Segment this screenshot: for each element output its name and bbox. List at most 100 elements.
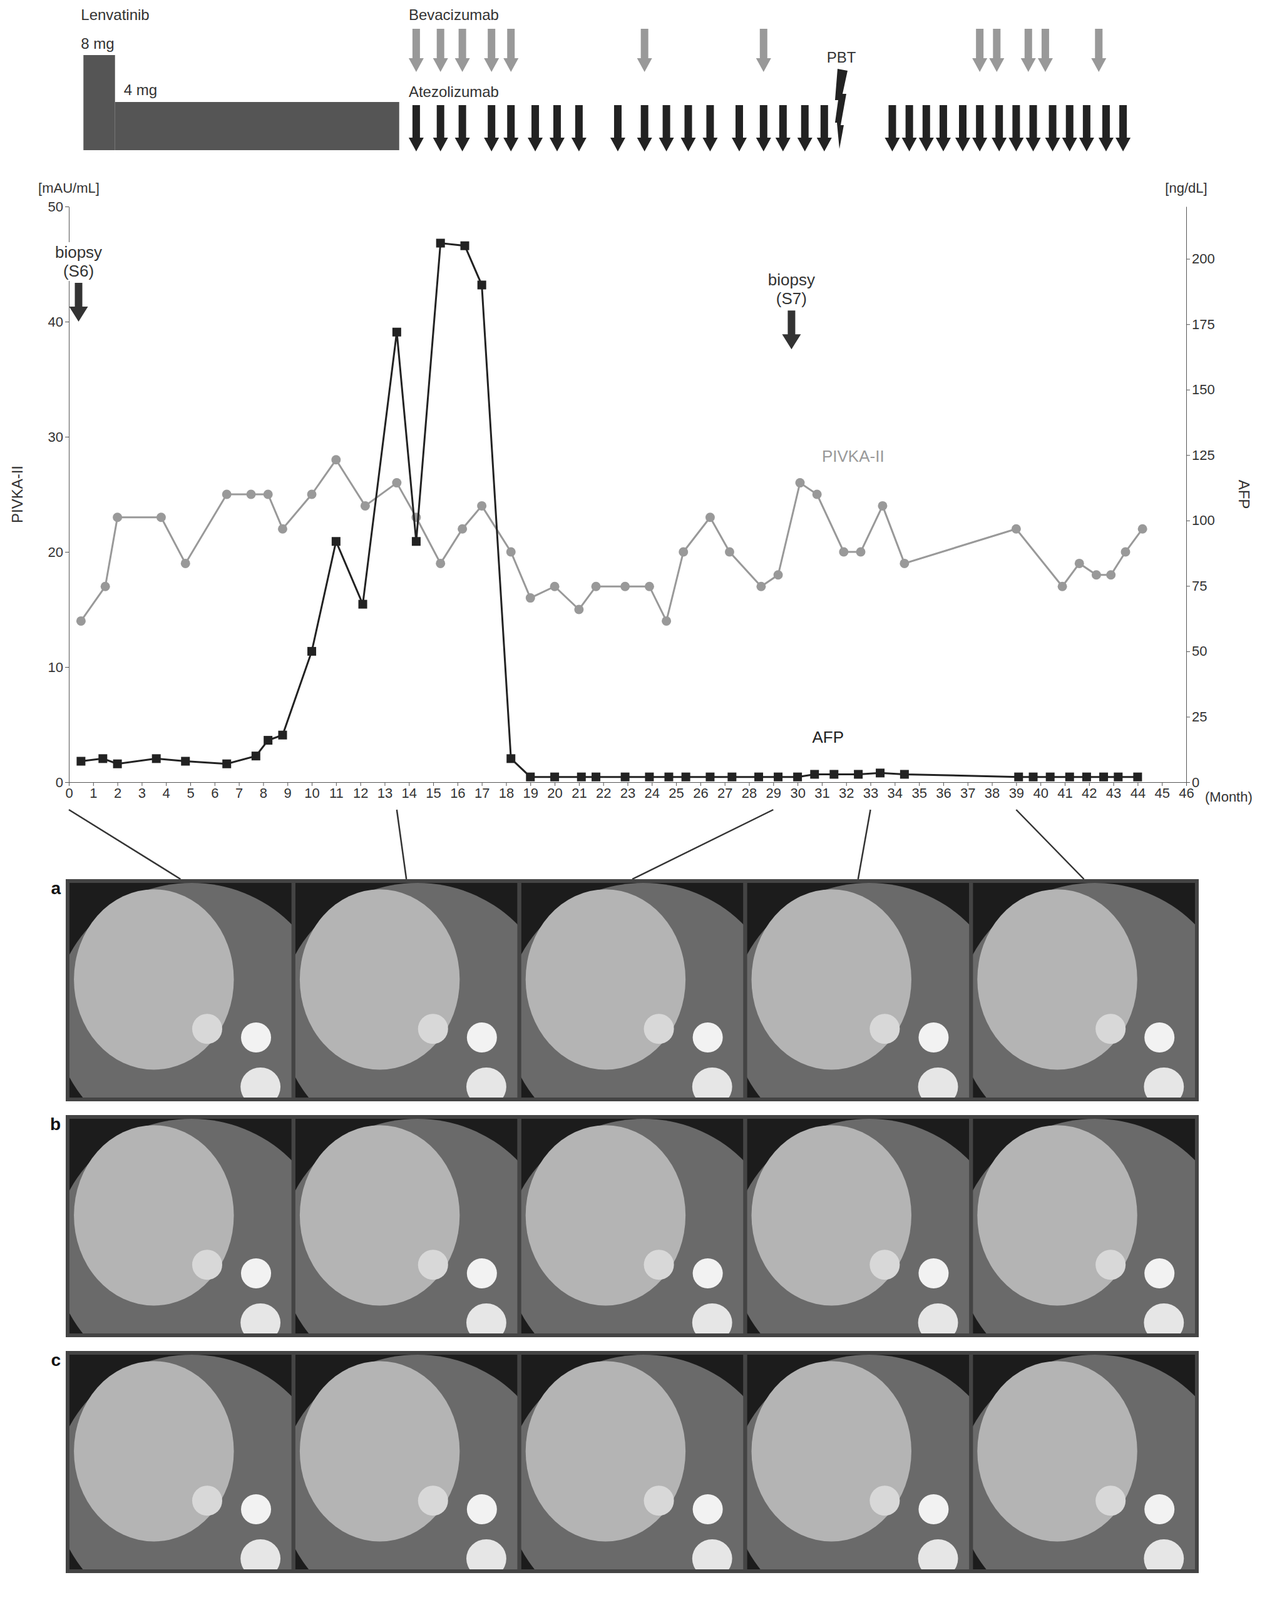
- data-point: [812, 490, 822, 500]
- tick-mark: [1186, 520, 1190, 522]
- x-tick: 17: [474, 782, 490, 802]
- ct-aorta: [466, 1258, 498, 1289]
- data-point: [251, 751, 261, 761]
- tick-label: 31: [814, 785, 830, 802]
- dose-arrow: [527, 105, 543, 152]
- series-label: AFP: [811, 728, 844, 747]
- tick-label: 20: [48, 544, 64, 561]
- dose-arrow: [659, 105, 675, 152]
- data-point: [853, 769, 863, 779]
- data-point: [307, 490, 317, 500]
- annotation-arrow: [781, 310, 801, 350]
- x-tick: 37: [960, 782, 976, 802]
- dose-arrow: [1045, 105, 1061, 152]
- tick-label: 41: [1057, 785, 1073, 802]
- data-point: [550, 773, 559, 782]
- y-axis: 01020304050: [48, 199, 70, 791]
- connector-line: [632, 810, 774, 880]
- x-tick: 14: [401, 782, 417, 802]
- ct-spine: [918, 1539, 959, 1570]
- tick-mark: [65, 667, 69, 668]
- tick-label: 5: [186, 785, 195, 802]
- x-tick: 6: [210, 782, 219, 802]
- x-tick: 18: [498, 782, 514, 802]
- x-tick: 29: [766, 782, 782, 802]
- ct-vessel: [1095, 1486, 1126, 1517]
- tick-label: 44: [1130, 785, 1146, 802]
- annotation-arrow: [69, 282, 89, 322]
- ct-liver: [525, 1361, 686, 1542]
- tick-label: 10: [304, 785, 320, 802]
- data-point: [525, 773, 535, 782]
- tick-label: 10: [48, 659, 64, 676]
- data-point: [591, 773, 601, 782]
- annotation-text: biopsy: [768, 270, 816, 290]
- data-point: [574, 605, 584, 615]
- x-tick: 25: [668, 782, 684, 802]
- tick-label: 32: [838, 785, 854, 802]
- dose-arrow: [731, 105, 747, 152]
- data-point: [76, 757, 86, 767]
- data-point: [506, 547, 516, 558]
- ct-aorta: [692, 1494, 723, 1525]
- data-point: [754, 773, 764, 782]
- ct-image: [972, 883, 1195, 1098]
- data-point: [810, 769, 819, 779]
- series-line: [80, 243, 1138, 778]
- tick-label: 17: [474, 785, 490, 802]
- ct-image: [746, 1355, 970, 1570]
- y2-tick: 50: [1186, 643, 1207, 660]
- x-tick: 27: [717, 782, 733, 802]
- x-tick: 19: [523, 782, 539, 802]
- ct-aorta: [918, 1022, 949, 1053]
- ct-aorta: [1144, 1258, 1175, 1289]
- data-point: [577, 773, 586, 782]
- dose-block: [115, 102, 400, 151]
- panel-letter: a: [50, 878, 61, 899]
- y2-tick: 175: [1186, 316, 1216, 333]
- ct-liver: [525, 1125, 686, 1306]
- data-point: [1138, 524, 1148, 534]
- ct-image: [295, 1355, 518, 1570]
- data-point: [246, 490, 257, 500]
- tick-label: 4: [162, 785, 171, 802]
- data-point: [222, 759, 231, 769]
- x-tick: 20: [547, 782, 563, 802]
- tick-label: 100: [1191, 512, 1216, 529]
- data-point: [829, 769, 839, 779]
- tick-label: 38: [984, 785, 1000, 802]
- dose-arrow: [549, 105, 565, 152]
- dose-arrow: [408, 28, 424, 72]
- ct-spine: [240, 1303, 281, 1334]
- ct-aorta: [692, 1258, 723, 1289]
- ct-body: [521, 883, 744, 1098]
- ct-liver: [977, 889, 1137, 1070]
- tick-label: 75: [1191, 578, 1207, 595]
- data-point: [1074, 558, 1085, 569]
- tick-label: 21: [571, 785, 587, 802]
- ct-body: [746, 1119, 970, 1334]
- tick-label: 33: [863, 785, 879, 802]
- ct-body: [69, 1355, 292, 1570]
- dose-arrow: [756, 28, 772, 72]
- data-point: [793, 773, 802, 782]
- ct-row: [53, 1351, 1233, 1600]
- ct-image: [521, 883, 744, 1098]
- tick-label: 39: [1009, 785, 1025, 802]
- drug-label: Lenvatinib: [80, 6, 149, 24]
- dose-arrow: [955, 105, 971, 152]
- x-axis-title: (Month): [1204, 789, 1253, 806]
- axis-line: [68, 207, 70, 784]
- tick-mark: [1186, 455, 1190, 456]
- data-point: [180, 757, 190, 767]
- tick-label: 9: [284, 785, 292, 802]
- x-tick: 40: [1032, 782, 1048, 802]
- tick-mark: [1186, 585, 1190, 587]
- data-point: [476, 501, 487, 511]
- data-point: [98, 754, 108, 764]
- data-point: [331, 537, 341, 546]
- x-axis: 0123456789101112131415161718192021222324…: [65, 782, 1194, 802]
- dose-arrow: [637, 105, 653, 152]
- data-point: [877, 501, 888, 511]
- ct-liver: [751, 1361, 911, 1542]
